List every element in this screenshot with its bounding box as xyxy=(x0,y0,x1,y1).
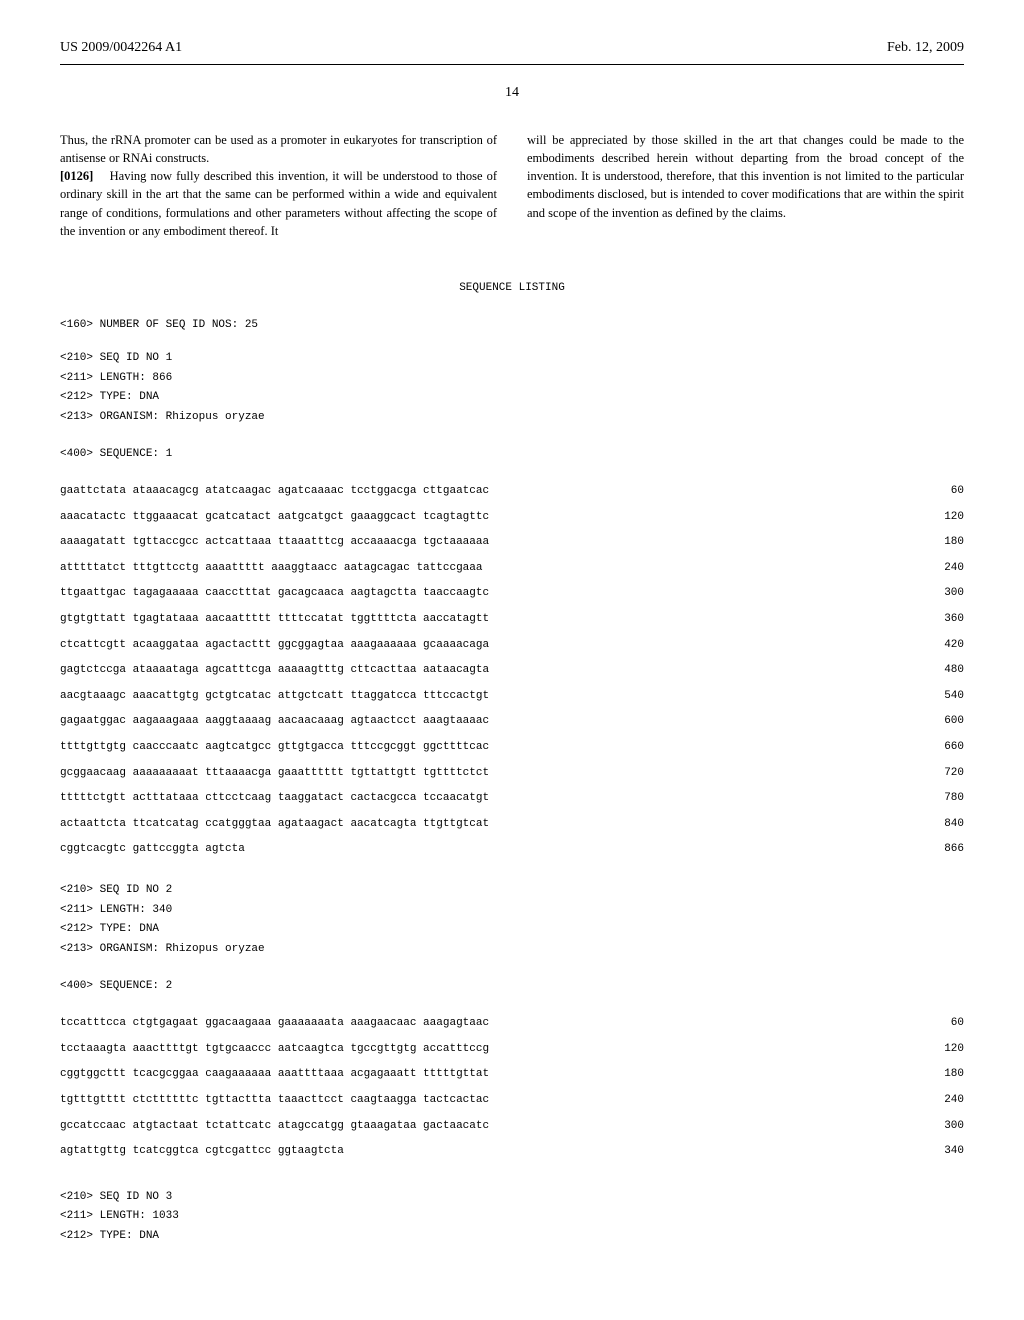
sequence-row: cggtggcttt tcacgcggaa caagaaaaaa aaatttt… xyxy=(60,1066,964,1084)
seq3-211: <211> LENGTH: 1033 xyxy=(60,1208,964,1226)
sequence-row: atttttatct tttgttcctg aaaattttt aaaggtaa… xyxy=(60,560,964,578)
seq-block-3: <210> SEQ ID NO 3 <211> LENGTH: 1033 <21… xyxy=(60,1189,964,1246)
body-para-right: will be appreciated by those skilled in … xyxy=(527,133,964,220)
sequence-row: agtattgttg tcatcggtca cgtcgattcc ggtaagt… xyxy=(60,1143,964,1161)
sequence-row: actaattcta ttcatcatag ccatgggtaa agataag… xyxy=(60,816,964,834)
sequence-row: gagaatggac aagaaagaaa aaggtaaaag aacaaca… xyxy=(60,713,964,731)
body-text-columns: Thus, the rRNA promoter can be used as a… xyxy=(60,131,964,240)
sequence-row: ttttgttgtg caacccaatc aagtcatgcc gttgtga… xyxy=(60,739,964,757)
sequence-row: ttgaattgac tagagaaaaa caacctttat gacagca… xyxy=(60,585,964,603)
seq2-400: <400> SEQUENCE: 2 xyxy=(60,978,964,996)
seq1-211: <211> LENGTH: 866 xyxy=(60,370,964,388)
sequence-row: aaaagatatt tgttaccgcc actcattaaa ttaaatt… xyxy=(60,534,964,552)
body-para-left-1: Thus, the rRNA promoter can be used as a… xyxy=(60,133,497,165)
seq1-400: <400> SEQUENCE: 1 xyxy=(60,446,964,464)
seq3-210: <210> SEQ ID NO 3 xyxy=(60,1189,964,1207)
page-number: 14 xyxy=(60,85,964,101)
sequence-row: gtgtgttatt tgagtataaa aacaattttt ttttcca… xyxy=(60,611,964,629)
seq1-213: <213> ORGANISM: Rhizopus oryzae xyxy=(60,409,964,427)
seq2-213: <213> ORGANISM: Rhizopus oryzae xyxy=(60,941,964,959)
paragraph-number: [0126] xyxy=(60,169,93,183)
seq2-210: <210> SEQ ID NO 2 xyxy=(60,882,964,900)
seq2-212: <212> TYPE: DNA xyxy=(60,921,964,939)
seq-block-2: <210> SEQ ID NO 2 <211> LENGTH: 340 <212… xyxy=(60,882,964,1169)
page-header: US 2009/0042264 A1 Feb. 12, 2009 xyxy=(60,40,964,56)
sequence-listing: SEQUENCE LISTING <160> NUMBER OF SEQ ID … xyxy=(60,280,964,1246)
sequence-row: ctcattcgtt acaaggataa agactacttt ggcggag… xyxy=(60,637,964,655)
sequence-row: gaattctata ataaacagcg atatcaagac agatcaa… xyxy=(60,483,964,501)
sequence-row: tcctaaagta aaacttttgt tgtgcaaccc aatcaag… xyxy=(60,1041,964,1059)
header-divider xyxy=(60,64,964,65)
left-column: Thus, the rRNA promoter can be used as a… xyxy=(60,131,497,240)
sequence-row: gcggaacaag aaaaaaaaat tttaaaacga gaaattt… xyxy=(60,765,964,783)
sequence-row: tttttctgtt actttataaa cttcctcaag taaggat… xyxy=(60,790,964,808)
seq2-data: tccatttcca ctgtgagaat ggacaagaaa gaaaaaa… xyxy=(60,1015,964,1169)
sequence-row: aacgtaaagc aaacattgtg gctgtcatac attgctc… xyxy=(60,688,964,706)
seq1-212: <212> TYPE: DNA xyxy=(60,389,964,407)
sequence-row: aaacatactc ttggaaacat gcatcatact aatgcat… xyxy=(60,509,964,527)
seq1-210: <210> SEQ ID NO 1 xyxy=(60,350,964,368)
patent-number: US 2009/0042264 A1 xyxy=(60,40,182,56)
sequence-row: tccatttcca ctgtgagaat ggacaagaaa gaaaaaa… xyxy=(60,1015,964,1033)
seq-header-160: <160> NUMBER OF SEQ ID NOS: 25 xyxy=(60,317,964,335)
publication-date: Feb. 12, 2009 xyxy=(887,40,964,56)
sequence-row: gagtctccga ataaaataga agcatttcga aaaaagt… xyxy=(60,662,964,680)
seq3-212: <212> TYPE: DNA xyxy=(60,1228,964,1246)
sequence-title: SEQUENCE LISTING xyxy=(60,280,964,298)
seq1-data: gaattctata ataaacagcg atatcaagac agatcaa… xyxy=(60,483,964,867)
body-para-left-2: Having now fully described this inventio… xyxy=(60,169,497,237)
sequence-row: tgtttgtttt ctcttttttc tgttacttta taaactt… xyxy=(60,1092,964,1110)
sequence-row: gccatccaac atgtactaat tctattcatc atagcca… xyxy=(60,1118,964,1136)
seq-block-1: <210> SEQ ID NO 1 <211> LENGTH: 866 <212… xyxy=(60,350,964,867)
right-column: will be appreciated by those skilled in … xyxy=(527,131,964,240)
seq2-211: <211> LENGTH: 340 xyxy=(60,902,964,920)
sequence-row: cggtcacgtc gattccggta agtcta866 xyxy=(60,841,964,859)
